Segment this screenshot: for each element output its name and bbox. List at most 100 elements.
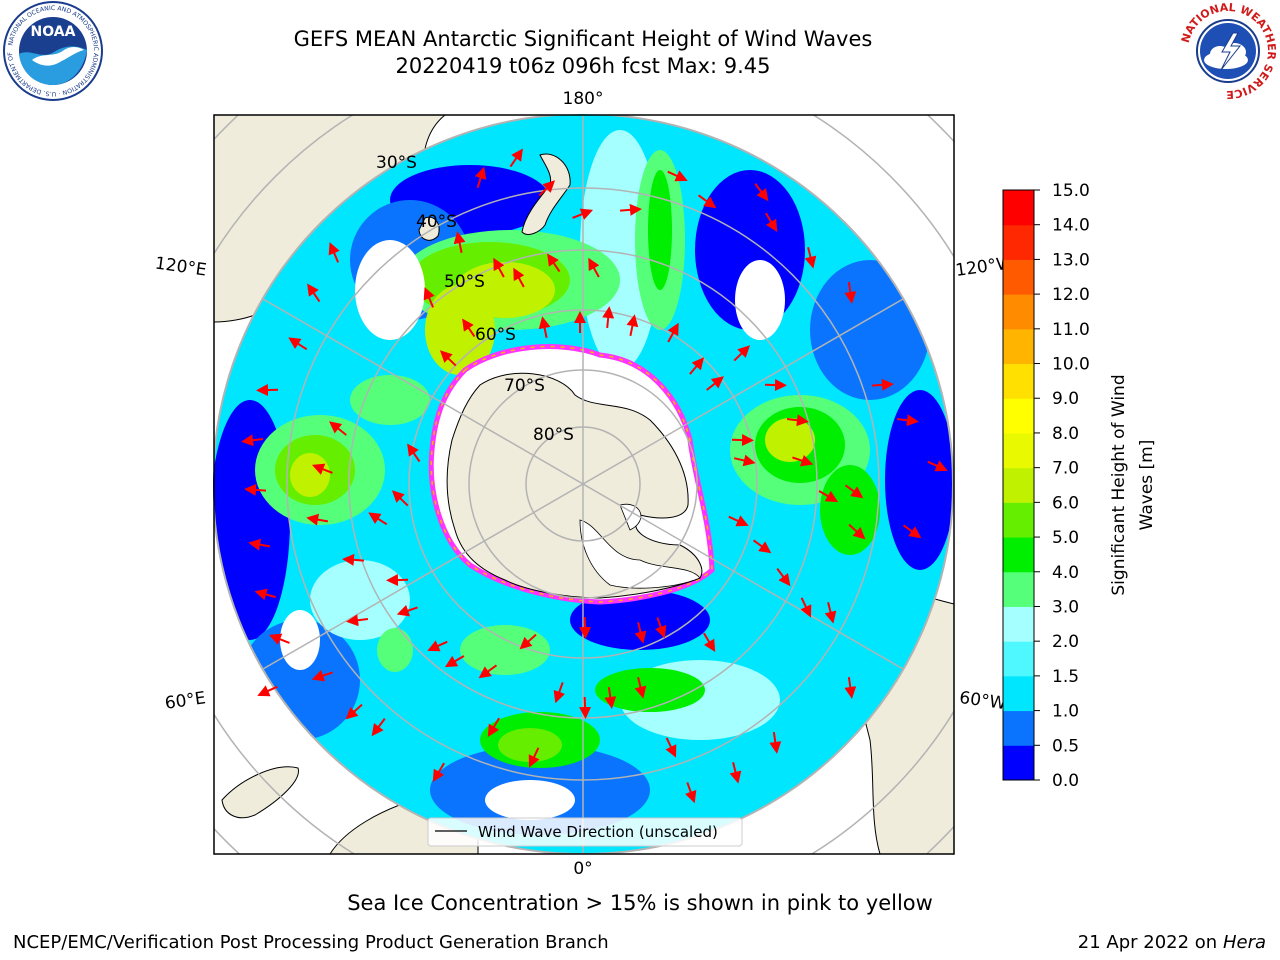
wave-direction-arrow: [754, 182, 769, 202]
colorbar-tick-label: 5.0: [1052, 528, 1079, 548]
wave-direction-arrow: [844, 484, 864, 499]
wave-direction-arrow: [896, 414, 919, 427]
wave-direction-arrow: [288, 337, 308, 351]
colorbar-label-line1: Significant Height of Wind: [1109, 374, 1129, 595]
wave-direction-arrow: [307, 283, 321, 303]
wave-direction-arrow: [667, 170, 688, 182]
wave-direction-arrow: [665, 737, 677, 758]
wave-direction-arrow: [728, 515, 749, 527]
sea-ice-note: Sea Ice Concentration > 15% is shown in …: [347, 891, 933, 915]
chart-subtitle: 20220419 t06z 096h fcst Max: 9.45: [395, 54, 771, 78]
wave-direction-arrow: [844, 281, 857, 304]
colorbar-tick-label: 8.0: [1052, 424, 1079, 444]
wave-direction-arrow: [268, 633, 290, 645]
wave-direction-arrow: [804, 246, 817, 269]
lon-label-0: 0°: [573, 859, 592, 879]
colorbar-tick-label: 0.0: [1052, 771, 1079, 791]
wave-direction-arrow: [927, 460, 948, 472]
noaa-logo: NATIONAL OCEANIC AND ATMOSPHERIC ADMINIS…: [2, 0, 103, 101]
wave-direction-arrow: [547, 253, 561, 273]
wave-direction-arrow: [474, 166, 487, 188]
colorbar-segment: [1003, 328, 1034, 365]
wave-direction-arrow: [579, 616, 592, 639]
colorbar: 0.0 0.5 1.0 1.5 2.0 3.0 4.0 5.0 6.0 7.0 8.0 9.0 10.0…: [1002, 181, 1090, 791]
wave-direction-arrow: [572, 208, 594, 220]
wave-direction-arrow: [579, 696, 592, 719]
lon-label-60e: 60°E: [164, 688, 207, 713]
colorbar-tick-label: 11.0: [1052, 320, 1090, 340]
lat-label-30s: 30°S: [376, 153, 417, 173]
wave-direction-arrow: [752, 539, 772, 554]
wave-direction-arrow: [329, 421, 347, 436]
wave-direction-arrow: [689, 357, 705, 375]
wave-direction-arrow: [871, 378, 894, 391]
wave-direction-arrow: [604, 686, 617, 709]
wave-direction-arrow: [519, 633, 537, 650]
wave-direction-arrow: [703, 632, 716, 652]
colorbar-segment: [1003, 259, 1034, 295]
wave-direction-arrow: [306, 513, 329, 526]
colorbar-tick-label: 1.0: [1052, 702, 1079, 722]
colorbar-tick-label: 9.0: [1052, 389, 1079, 409]
wave-direction-arrow: [427, 640, 448, 652]
colorbar-segment: [1003, 745, 1034, 781]
wave-direction-arrow: [706, 376, 724, 391]
colorbar-segment: [1003, 537, 1034, 573]
wave-direction-arrow: [407, 443, 421, 463]
wave-direction-arrow: [800, 597, 812, 618]
colorbar-tick-label: 3.0: [1052, 597, 1079, 617]
map-frame: [213, 114, 955, 855]
wave-direction-arrow: [478, 664, 498, 679]
colorbar-tick-label: 14.0: [1052, 216, 1090, 236]
lat-label-40s: 40°S: [416, 212, 457, 232]
wave-direction-arrow: [342, 553, 365, 566]
wave-direction-arrow: [786, 414, 809, 427]
colorbar-segment: [1003, 641, 1034, 677]
chart-title: GEFS MEAN Antarctic Significant Height o…: [293, 27, 873, 51]
wave-direction-arrow: [824, 601, 837, 624]
wave-direction-arrow: [453, 231, 466, 254]
colorbar-tick-label: 6.0: [1052, 493, 1079, 513]
colorbar-tick-label: 1.5: [1052, 667, 1079, 687]
wave-direction-arrow: [487, 717, 500, 737]
colorbar-segment: [1003, 294, 1034, 330]
wave-direction-arrow: [311, 463, 333, 475]
wave-direction-arrow: [848, 523, 866, 540]
wave-direction-arrow: [439, 350, 457, 367]
colorbar-tick-label: 4.0: [1052, 563, 1079, 583]
wave-direction-arrow: [765, 212, 778, 232]
wave-direction-arrow: [667, 322, 679, 343]
wind-wave-arrows: [241, 148, 948, 804]
noaa-wordmark: NOAA: [31, 24, 76, 40]
wave-direction-arrow: [423, 287, 435, 308]
wave-direction-arrow: [553, 682, 565, 704]
wave-direction-arrow: [513, 267, 525, 288]
lon-label-180: 180°: [563, 89, 604, 109]
wave-direction-arrow: [733, 454, 756, 467]
wave-direction-arrow: [241, 434, 264, 447]
wave-direction-arrow: [244, 483, 267, 496]
credit-line: NCEP/EMC/Verification Post Processing Pr…: [13, 932, 609, 953]
colorbar-label-line2: Waves [m]: [1137, 440, 1157, 531]
lat-label-60s: 60°S: [475, 325, 516, 345]
colorbar-segment: [1003, 502, 1034, 538]
wave-direction-arrow: [626, 314, 639, 337]
wave-direction-arrow: [729, 761, 742, 784]
wave-direction-arrow: [588, 257, 600, 278]
wave-direction-arrow: [509, 148, 523, 168]
wave-direction-arrow: [634, 621, 647, 644]
colorbar-tick-label: 13.0: [1052, 250, 1090, 270]
date-line: 21 Apr 2022 on Hera: [1078, 932, 1266, 953]
wave-direction-arrow: [538, 180, 556, 197]
wave-direction-arrow: [818, 490, 839, 503]
colorbar-tick-label: 7.0: [1052, 459, 1079, 479]
colorbar-segment: [1003, 363, 1034, 399]
wave-direction-arrow: [345, 703, 363, 720]
wave-direction-arrow: [391, 490, 409, 507]
colorbar-tick-label: 15.0: [1052, 181, 1090, 201]
wave-direction-arrow: [685, 782, 697, 804]
lon-label-60w: 60°W: [958, 688, 1007, 714]
wave-direction-arrow: [444, 655, 465, 668]
colorbar-tick-label: 2.0: [1052, 632, 1079, 652]
wave-direction-arrow: [776, 567, 791, 587]
